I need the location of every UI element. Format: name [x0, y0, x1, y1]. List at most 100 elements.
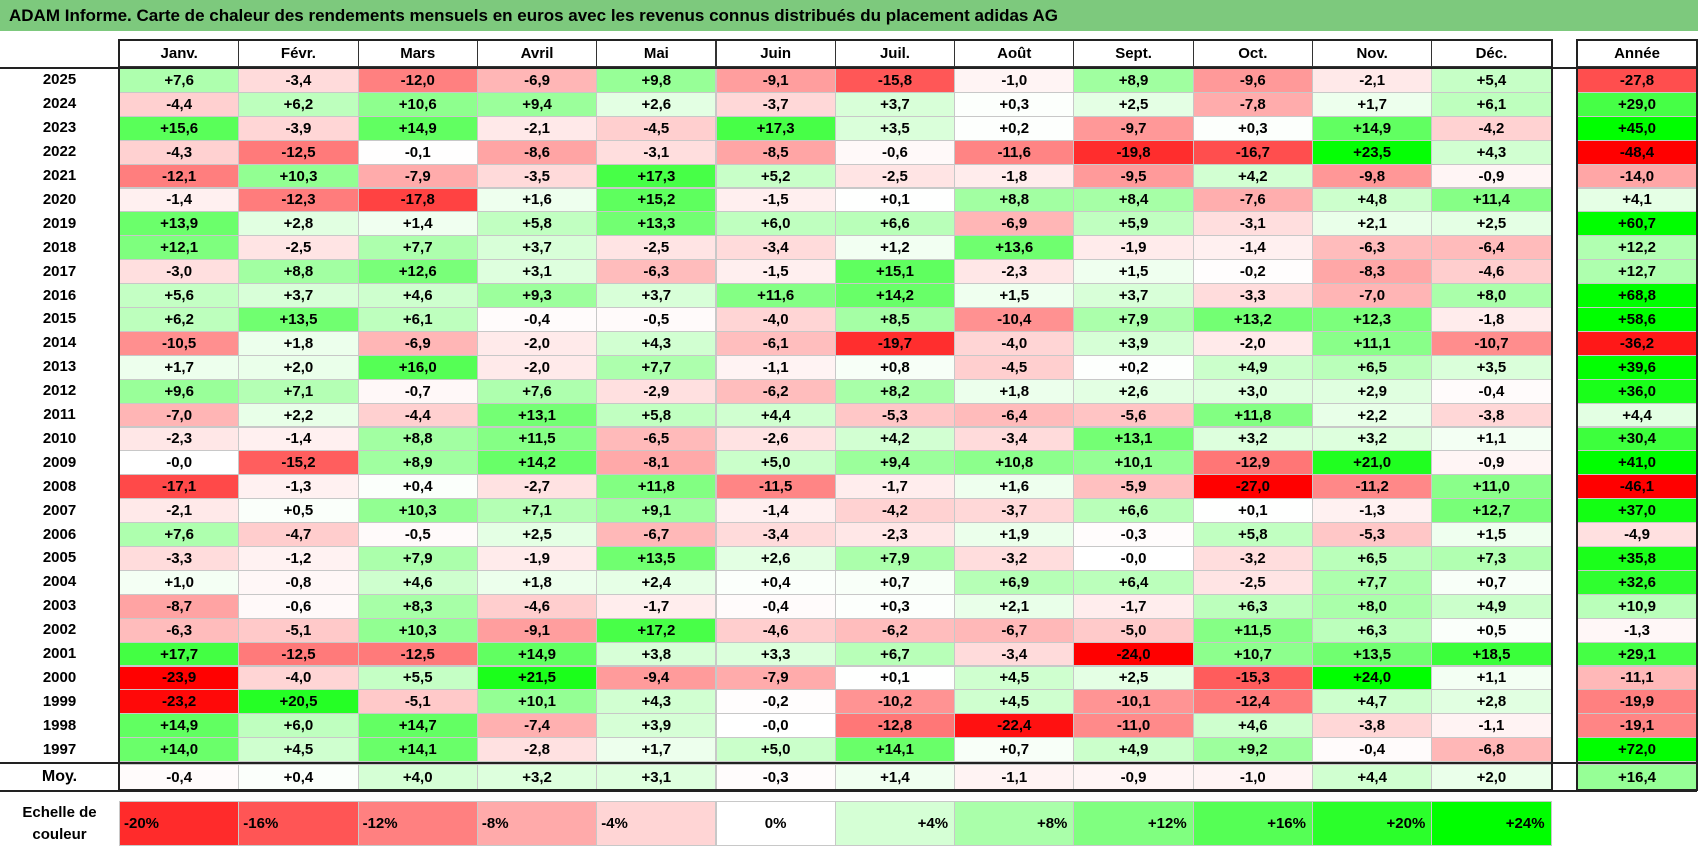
- heatmap-cell: +4,5: [238, 737, 359, 763]
- heatmap-cell: -0,9: [1431, 163, 1552, 189]
- heatmap-cell: -4,4: [357, 402, 478, 428]
- heatmap-cell: -11,5: [715, 474, 836, 500]
- heatmap-cell: +20,5: [238, 689, 359, 715]
- heatmap-cell: -15,2: [238, 450, 359, 476]
- average-annual-cell: +16,4: [1577, 764, 1697, 791]
- year-label: 2022: [42, 143, 77, 161]
- heatmap-cell: +21,5: [476, 665, 598, 691]
- heatmap-cell: +13,3: [596, 211, 717, 237]
- heatmap-cell: +21,0: [1312, 450, 1433, 476]
- heatmap-cell: -9,8: [1312, 163, 1433, 189]
- heatmap-cell: -0,0: [1073, 546, 1194, 571]
- heatmap-cell: +1,5: [954, 283, 1075, 308]
- heatmap-cell: +6,3: [1312, 617, 1433, 643]
- color-scale-swatch: -20%: [119, 801, 240, 846]
- average-cell: +3,2: [476, 764, 598, 791]
- annual-cell: +4,4: [1577, 402, 1697, 428]
- heatmap-cell: -3,8: [1312, 713, 1433, 739]
- heatmap-cell: +10,3: [238, 163, 359, 189]
- heatmap-cell: +7,7: [1312, 569, 1433, 595]
- heatmap-cell: -6,2: [715, 378, 836, 404]
- heatmap-cell: -23,2: [119, 689, 240, 715]
- heatmap-cell: -2,3: [834, 522, 956, 547]
- heatmap-cell: -12,5: [357, 641, 478, 667]
- heatmap-cell: -1,4: [715, 498, 836, 524]
- heatmap-cell: +11,5: [1192, 617, 1313, 643]
- heatmap-cell: +7,7: [596, 354, 717, 380]
- heatmap-cell: +11,4: [1431, 187, 1552, 213]
- heatmap-cell: -10,7: [1431, 330, 1552, 356]
- heatmap-cell: +15,2: [596, 187, 717, 213]
- year-label: 2008: [42, 477, 77, 495]
- heatmap-cell: +11,5: [476, 426, 598, 452]
- heatmap-cell: -9,4: [596, 665, 717, 691]
- heatmap-cell: +6,9: [954, 569, 1075, 595]
- heatmap-cell: -2,1: [476, 115, 598, 141]
- month-header: Janv.: [119, 40, 240, 67]
- heatmap-cell: -1,5: [715, 187, 836, 213]
- heatmap-cell: +6,6: [1073, 498, 1194, 524]
- year-label: 2002: [42, 621, 77, 639]
- heatmap-cell: +9,3: [476, 283, 598, 308]
- annual-cell: -36,2: [1577, 330, 1697, 356]
- heatmap-cell: +0,2: [954, 115, 1075, 141]
- heatmap-cell: -17,1: [119, 474, 240, 500]
- heatmap-cell: +14,1: [834, 737, 956, 763]
- heatmap-cell: +4,6: [357, 283, 478, 308]
- heatmap-cell: -4,2: [1431, 115, 1552, 141]
- heatmap-cell: +2,5: [1073, 665, 1194, 691]
- heatmap-cell: +8,8: [357, 426, 478, 452]
- year-label: 1999: [42, 692, 77, 710]
- heatmap-cell: +5,8: [1192, 522, 1313, 547]
- heatmap-cell: +4,3: [596, 330, 717, 356]
- year-label: 2017: [42, 262, 77, 280]
- heatmap-cell: -1,2: [238, 546, 359, 571]
- annual-cell: +39,6: [1577, 354, 1697, 380]
- heatmap-cell: -24,0: [1073, 641, 1194, 667]
- heatmap-cell: -3,3: [119, 546, 240, 571]
- heatmap-cell: -1,1: [715, 354, 836, 380]
- annual-cell: +12,2: [1577, 235, 1697, 261]
- color-scale-label-line2: couleur: [32, 825, 87, 843]
- heatmap-cell: +4,9: [1192, 354, 1313, 380]
- annual-cell: +37,0: [1577, 498, 1697, 524]
- heatmap-cell: -2,5: [238, 235, 359, 261]
- month-header: Juin: [715, 40, 836, 67]
- heatmap-cell: -0,1: [357, 139, 478, 165]
- heatmap-cell: +1,8: [476, 569, 598, 595]
- annual-cell: +60,7: [1577, 211, 1697, 237]
- heatmap-cell: +7,6: [476, 378, 598, 404]
- heatmap-cell: +1,7: [1312, 91, 1433, 117]
- heatmap-cell: -0,0: [119, 450, 240, 476]
- year-label: 2025: [42, 71, 77, 89]
- heatmap-cell: -12,4: [1192, 689, 1313, 715]
- heatmap-cell: -0,3: [1073, 522, 1194, 547]
- heatmap-cell: +13,6: [954, 235, 1075, 261]
- heatmap-cell: +6,1: [357, 307, 478, 332]
- heatmap-cell: +14,9: [357, 115, 478, 141]
- annual-cell: +58,6: [1577, 307, 1697, 332]
- heatmap-cell: -1,7: [834, 474, 956, 500]
- heatmap-cell: +18,5: [1431, 641, 1552, 667]
- heatmap-cell: -12,5: [238, 139, 359, 165]
- heatmap-cell: -0,9: [1431, 450, 1552, 476]
- heatmap-cell: -1,9: [1073, 235, 1194, 261]
- heatmap-cell: +6,3: [1192, 593, 1313, 619]
- heatmap-cell: +4,7: [1312, 689, 1433, 715]
- heatmap-cell: -2,6: [715, 426, 836, 452]
- annual-cell: -1,3: [1577, 617, 1697, 643]
- heatmap-cell: -5,3: [834, 402, 956, 428]
- heatmap-cell: +13,2: [1192, 307, 1313, 332]
- heatmap-cell: -6,9: [357, 330, 478, 356]
- heatmap-cell: -0,5: [596, 307, 717, 332]
- heatmap-cell: +7,9: [1073, 307, 1194, 332]
- heatmap-cell: +14,9: [476, 641, 598, 667]
- heatmap-cell: +9,1: [596, 498, 717, 524]
- heatmap-cell: -16,7: [1192, 139, 1313, 165]
- heatmap-cell: +1,7: [596, 737, 717, 763]
- heatmap-cell: +4,5: [954, 665, 1075, 691]
- heatmap-cell: -15,8: [834, 68, 956, 93]
- year-label: 2005: [42, 549, 77, 567]
- heatmap-cell: +3,9: [596, 713, 717, 739]
- heatmap-cell: -27,0: [1192, 474, 1313, 500]
